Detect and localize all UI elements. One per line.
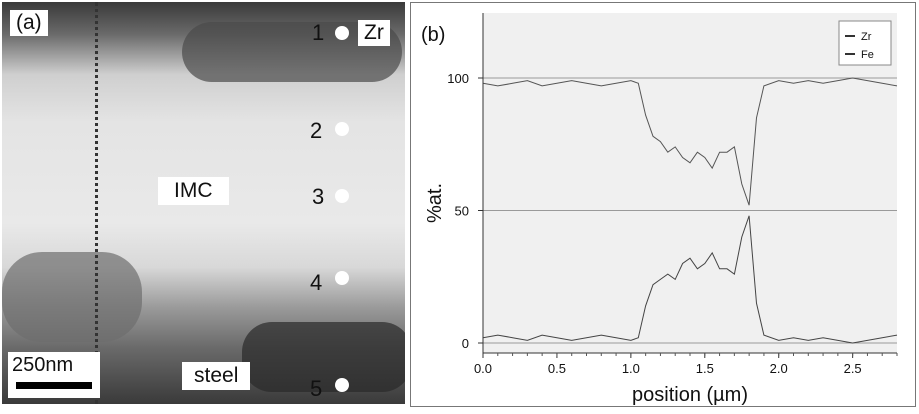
- y-tick-label: 50: [455, 204, 469, 219]
- x-tick-label: 1.0: [622, 361, 640, 376]
- point-number-4: 4: [310, 270, 323, 295]
- micrograph-panel: (a) Zr IMC steel 1 2 3 4 5 250nm: [2, 2, 405, 404]
- legend-entry-zr: Zr: [861, 31, 872, 43]
- point-marker-1: [335, 26, 349, 40]
- plot-area: [483, 13, 897, 353]
- steel-label: steel: [182, 362, 251, 390]
- y-axis-label: %at.: [424, 183, 446, 223]
- y-tick-label: 0: [462, 336, 469, 351]
- panel-b-label: (b): [421, 24, 445, 46]
- y-tick-label: 100: [447, 71, 469, 86]
- point-number-1: 1: [312, 20, 325, 45]
- point-number-2: 2: [310, 118, 323, 143]
- x-tick-label: 0.5: [548, 361, 566, 376]
- legend-box: [838, 20, 892, 66]
- profile-chart: 0 50 100 0.0 0.5 1.0 1.5 2.0 2.5 Zr Fe (b) %at. p…: [421, 13, 898, 406]
- point-number-5: 5: [310, 376, 323, 401]
- x-tick-label: 1.5: [696, 361, 714, 376]
- profile-panel: 0 50 100 0.0 0.5 1.0 1.5 2.0 2.5 Zr Fe (b) %at. p…: [410, 2, 916, 407]
- scale-bar-box: [8, 352, 100, 398]
- x-tick-label: 0.0: [474, 361, 492, 376]
- series-line-fe: [482, 215, 898, 344]
- x-tick-label: 2.5: [844, 361, 862, 376]
- lower-dark-band: [2, 252, 142, 342]
- x-tick-label: 2.0: [770, 361, 788, 376]
- scale-bar: [16, 382, 92, 389]
- x-axis-label: position (µm): [632, 384, 748, 406]
- zr-label: Zr: [358, 20, 390, 46]
- point-marker-5: [335, 378, 349, 392]
- steel-dark-band: [242, 322, 405, 392]
- point-number-3: 3: [312, 184, 325, 209]
- series-line-zr: [482, 77, 898, 206]
- dotted-line: [95, 2, 98, 404]
- point-marker-4: [335, 271, 349, 285]
- point-marker-3: [335, 189, 349, 203]
- point-marker-2: [335, 122, 349, 136]
- legend-entry-fe: Fe: [861, 49, 874, 61]
- scale-bar-text: 250nm: [12, 354, 74, 376]
- panel-a-label: (a): [10, 10, 48, 36]
- imc-label: IMC: [158, 177, 229, 205]
